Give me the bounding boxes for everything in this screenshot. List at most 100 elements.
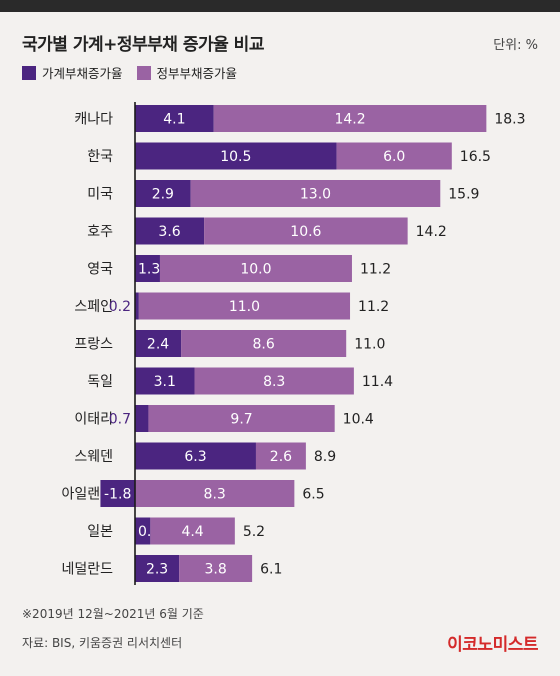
data-label-government: 4.4	[181, 524, 203, 540]
legend: 가계부채증가율 정부부채증가율	[22, 63, 251, 82]
bar-household	[135, 517, 151, 545]
data-label-household: 3.6	[158, 224, 180, 240]
category-label: 미국	[87, 187, 113, 203]
bar-row: 미국 2.9 13.0 15.9	[87, 180, 479, 207]
data-label-household: 0.2	[109, 299, 131, 315]
data-label-total: 15.9	[448, 187, 479, 203]
footnote: ※2019년 12월~2021년 6월 기준	[22, 607, 204, 621]
bar-row: 스웨덴 6.3 2.6 8.9	[74, 442, 336, 470]
data-label-household: 2.4	[147, 337, 169, 353]
bar-row: 한국 10.5 6.0 16.5	[87, 142, 491, 170]
legend-item-household: 가계부채증가율	[22, 63, 123, 82]
category-label: 네덜란드	[61, 562, 113, 578]
data-label-government: 8.3	[263, 374, 285, 390]
data-label-total: 8.9	[314, 449, 336, 465]
bar-row: 아일랜드-1.8 8.3 6.5	[61, 480, 325, 507]
data-label-household: -1.8	[104, 487, 131, 503]
bar-row: 프랑스 2.4 8.6 11.0	[74, 330, 385, 357]
bar-household	[135, 105, 214, 132]
unit-label: 단위: %	[493, 38, 538, 53]
bar-household	[135, 555, 180, 582]
bar-government	[135, 480, 295, 507]
top-rule	[0, 0, 560, 12]
bar-government	[255, 442, 306, 470]
bar-government	[194, 367, 354, 395]
data-label-government: 13.0	[300, 187, 331, 203]
data-label-total: 16.5	[460, 149, 491, 165]
bar-government	[159, 255, 352, 282]
bar-government	[190, 180, 441, 207]
data-label-government: 3.8	[205, 562, 227, 578]
data-label-household: 0.7	[109, 412, 131, 428]
bar-household	[135, 367, 195, 395]
legend-label-government: 정부부채증가율	[156, 66, 238, 81]
bar-row: 캐나다 4.1 14.2 18.3	[74, 105, 526, 132]
bar-household	[135, 442, 256, 470]
bar-government	[213, 105, 487, 132]
bar-government	[179, 555, 253, 582]
bar-household	[100, 480, 135, 507]
data-label-government: 14.2	[334, 112, 365, 128]
data-label-total: 6.1	[260, 562, 282, 578]
category-label: 호주	[87, 224, 113, 240]
data-label-government: 8.3	[204, 487, 226, 503]
legend-label-household: 가계부채증가율	[42, 66, 123, 81]
data-label-household: 1.3	[138, 262, 160, 278]
source-note: 자료: BIS, 키움증권 리서치센터	[22, 636, 183, 650]
category-label: 스웨덴	[74, 449, 113, 465]
bar-row: 호주 3.6 10.6 14.2	[87, 217, 447, 245]
data-label-total: 11.2	[358, 299, 389, 315]
data-label-government: 11.0	[229, 299, 260, 315]
category-label: 프랑스	[74, 337, 113, 353]
bar-government	[138, 292, 351, 320]
data-label-household: 4.1	[163, 112, 185, 128]
data-label-total: 10.4	[343, 412, 374, 428]
bar-government	[150, 517, 235, 545]
category-label: 아일랜드	[61, 487, 113, 503]
data-label-household: 3.1	[154, 374, 176, 390]
data-label-total: 14.2	[416, 224, 447, 240]
bar-household	[135, 405, 149, 432]
data-label-total: 11.4	[362, 374, 393, 390]
bar-row: 영국 1.3 10.0 11.2	[87, 255, 391, 282]
bar-government	[181, 330, 347, 357]
bar-government	[336, 142, 452, 170]
data-label-total: 6.5	[302, 487, 324, 503]
brand-logo: 이코노미스트	[447, 635, 538, 655]
data-label-government: 10.0	[240, 262, 271, 278]
data-label-household: 2.9	[152, 187, 174, 203]
data-label-government: 2.6	[270, 449, 292, 465]
bar-household	[135, 180, 191, 207]
bar-row: 네덜란드 2.3 3.8 6.1	[61, 555, 282, 582]
category-label: 이태리	[74, 412, 113, 428]
bar-household	[135, 292, 139, 320]
data-label-government: 10.6	[290, 224, 321, 240]
data-label-total: 5.2	[243, 524, 265, 540]
legend-swatch-household	[22, 65, 36, 80]
category-label: 영국	[87, 262, 113, 278]
bar-household	[135, 142, 337, 170]
category-label: 캐나다	[74, 112, 113, 128]
legend-item-government: 정부부채증가율	[136, 63, 238, 82]
chart-title: 국가별 가계+정부부채 증가율 비교	[22, 35, 264, 55]
bar-government	[148, 405, 335, 432]
data-label-government: 8.6	[253, 337, 275, 353]
data-label-government: 6.0	[383, 149, 405, 165]
data-label-household: 6.3	[184, 449, 206, 465]
category-label: 독일	[87, 374, 113, 390]
bar-row: 독일 3.1 8.3 11.4	[87, 367, 393, 395]
bar-row: 일본 0.8 4.4 5.2	[87, 517, 265, 545]
category-label: 일본	[87, 524, 113, 540]
category-label: 스페인	[74, 299, 113, 315]
data-label-total: 18.3	[494, 112, 525, 128]
bar-household	[135, 255, 160, 282]
category-label: 한국	[87, 149, 113, 165]
data-label-total: 11.0	[354, 337, 385, 353]
bar-household	[135, 217, 205, 245]
bar-household	[135, 330, 182, 357]
data-label-household: 10.5	[220, 149, 251, 165]
data-label-total: 11.2	[360, 262, 391, 278]
data-label-household: 2.3	[146, 562, 168, 578]
